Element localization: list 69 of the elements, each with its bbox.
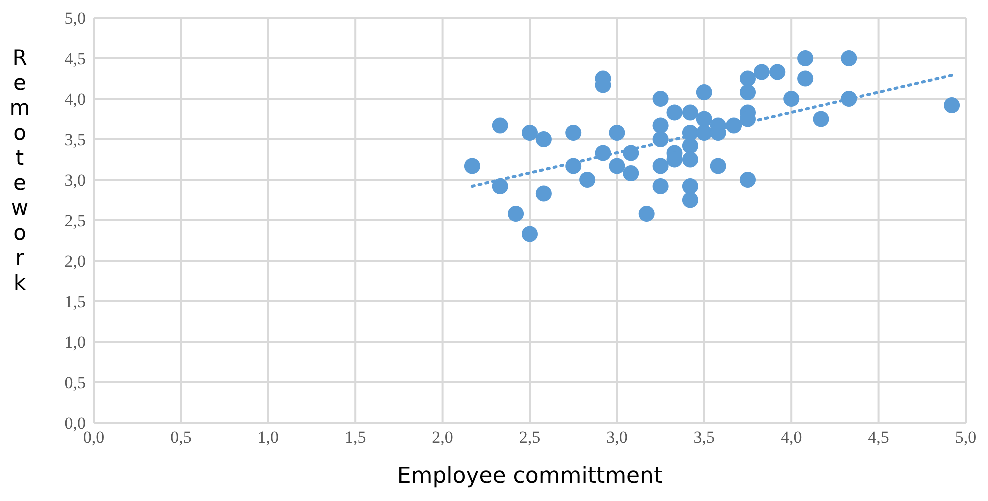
point [522, 226, 538, 242]
point [652, 118, 669, 134]
point [740, 84, 756, 101]
point [696, 125, 712, 142]
point [652, 91, 669, 107]
point [580, 172, 596, 188]
point [652, 158, 669, 174]
x-tick-label: 0,5 [170, 428, 192, 448]
point [784, 91, 800, 107]
y-tick-label: 3,5 [64, 130, 86, 150]
point [623, 145, 640, 162]
x-tick-label: 2,5 [519, 428, 541, 448]
x-axis-title: Employee committment [397, 464, 663, 489]
x-tick-label: 1,5 [344, 428, 366, 448]
point [682, 152, 698, 168]
x-tick-label: 2,0 [432, 428, 454, 448]
point [798, 50, 814, 66]
x-tick-label: 3,5 [694, 428, 716, 448]
x-tick-label: 1,0 [258, 428, 280, 448]
point [566, 125, 582, 142]
point [492, 118, 508, 134]
point [841, 50, 858, 66]
point [841, 91, 858, 107]
point [666, 104, 683, 121]
point [609, 158, 626, 174]
point [682, 192, 698, 208]
point [522, 125, 538, 142]
point [508, 206, 524, 222]
point [492, 178, 508, 194]
point [464, 158, 480, 174]
point [623, 166, 640, 182]
point [652, 132, 669, 148]
point [740, 172, 756, 188]
y-axis-title: Remotework [8, 46, 32, 296]
x-tick-label: 0,0 [83, 428, 105, 448]
point [754, 64, 770, 80]
point [682, 178, 698, 194]
x-tick-label: 4,0 [780, 428, 802, 448]
point [638, 206, 655, 222]
x-tick-label: 4,5 [868, 428, 890, 448]
point [682, 138, 698, 154]
y-tick-label: 1,0 [64, 333, 86, 352]
point [566, 158, 582, 174]
x-tick-label: 5,0 [955, 428, 977, 448]
point [696, 111, 712, 128]
x-tick-label: 3,0 [606, 428, 628, 448]
y-tick-label: 1,5 [64, 292, 86, 312]
y-tick-label: 3,0 [64, 171, 86, 190]
point [536, 186, 552, 202]
y-tick-label: 0,0 [64, 414, 86, 434]
point [682, 104, 698, 121]
point [740, 70, 756, 87]
point [813, 111, 830, 128]
point [944, 97, 960, 114]
y-tick-label: 4,5 [64, 50, 86, 69]
point [652, 178, 669, 194]
point [536, 132, 552, 148]
y-tick-label: 5,0 [64, 9, 86, 28]
y-tick-label: 2,0 [64, 252, 86, 272]
point [696, 84, 712, 101]
point [710, 158, 726, 174]
y-tick-label: 4,0 [64, 90, 86, 110]
point [595, 145, 612, 162]
point [770, 64, 786, 80]
point [609, 125, 626, 142]
point [726, 118, 742, 134]
y-tick-label: 2,5 [64, 212, 86, 231]
y-tick-label: 0,5 [64, 374, 86, 393]
point [798, 70, 814, 87]
